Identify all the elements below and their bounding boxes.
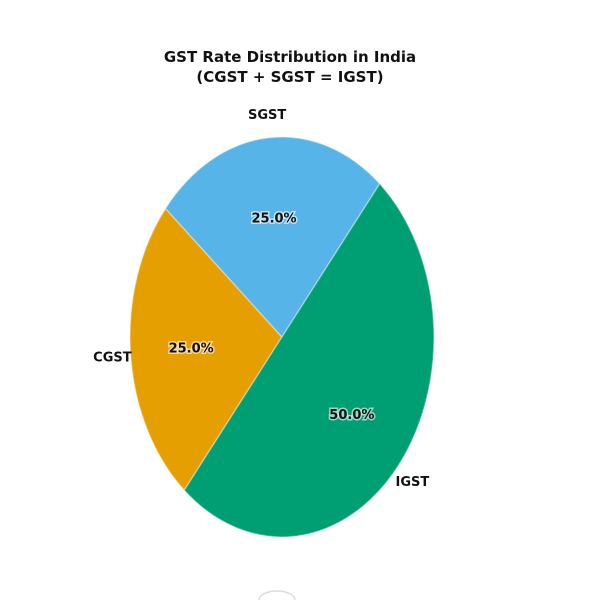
bottom-control-circle[interactable]: [258, 590, 296, 600]
pie-slice-igst: [183, 182, 435, 538]
slice-label-sgst: SGST: [248, 108, 286, 123]
slice-percent-igst: 50.0%: [329, 408, 374, 423]
pie-slice-cgst: [129, 207, 283, 492]
slice-label-cgst: CGST: [93, 351, 132, 366]
slice-percent-sgst: 25.0%: [251, 211, 296, 226]
slice-percent-cgst: 25.0%: [169, 341, 214, 356]
chart-subtitle: (CGST + SGST = IGST): [196, 68, 383, 86]
pie-slice-sgst: [164, 136, 381, 339]
slice-label-igst: IGST: [396, 475, 430, 490]
chart-title: GST Rate Distribution in India: [164, 48, 416, 66]
